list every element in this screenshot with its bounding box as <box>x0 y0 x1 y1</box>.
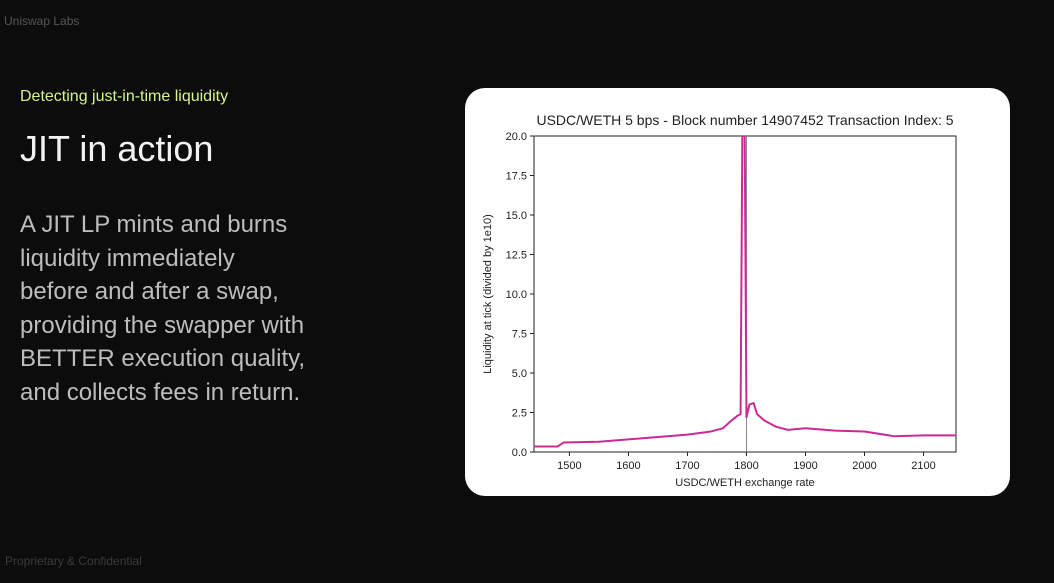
body-line: providing the swapper with <box>20 311 305 339</box>
chart: USDC/WETH 5 bps - Block number 14907452 … <box>482 112 957 489</box>
plot-area <box>534 136 956 452</box>
x-tick-label: 1500 <box>557 460 581 472</box>
body-line: BETTER execution quality, <box>20 345 306 373</box>
x-tick-label: 2000 <box>852 460 876 472</box>
chart-card: USDC/WETH 5 bps - Block number 14907452 … <box>465 88 1010 496</box>
body-text: A JIT LP mints and burns liquidity immedi… <box>20 208 305 410</box>
data-line <box>534 136 956 448</box>
y-tick-label: 0.0 <box>512 447 527 459</box>
x-tick-label: 1800 <box>734 460 758 472</box>
y-tick-label: 2.5 <box>512 408 527 420</box>
y-tick-label: 5.0 <box>512 368 527 380</box>
y-axis-label: Liquidity at tick (divided by 1e10) <box>482 214 494 374</box>
y-tick-label: 10.0 <box>506 289 527 301</box>
x-tick-label: 1700 <box>675 460 699 472</box>
x-axis-label: USDC/WETH exchange rate <box>675 477 814 489</box>
y-tick-label: 20.0 <box>506 131 527 143</box>
x-tick-label: 2100 <box>911 460 935 472</box>
brand: Uniswap Labs <box>4 14 80 28</box>
y-tick-label: 12.5 <box>506 250 527 262</box>
body-line: A JIT LP mints and burns <box>20 211 288 238</box>
slide-title: JIT in action <box>20 128 214 169</box>
y-tick-label: 7.5 <box>512 329 527 341</box>
x-tick-label: 1900 <box>793 460 817 472</box>
kicker: Detecting just-in-time liquidity <box>20 88 229 105</box>
footer: Proprietary & Confidential <box>5 554 142 568</box>
x-tick-label: 1600 <box>616 460 640 472</box>
body-line: before and after a swap, <box>20 278 279 306</box>
y-tick-label: 15.0 <box>506 210 527 222</box>
body-line: and collects fees in return. <box>20 378 301 406</box>
body-line: liquidity immediately <box>20 244 235 272</box>
y-tick-label: 17.5 <box>506 171 527 183</box>
chart-title: USDC/WETH 5 bps - Block number 14907452 … <box>536 112 953 128</box>
